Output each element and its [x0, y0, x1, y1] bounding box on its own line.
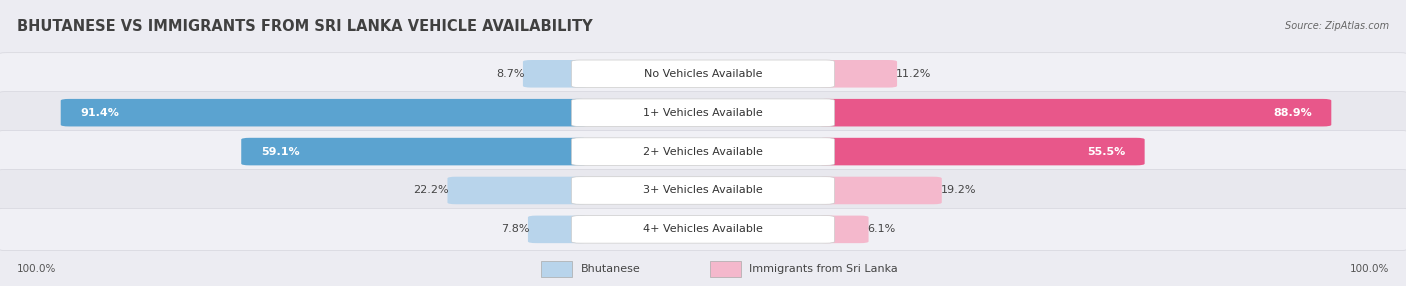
Text: 22.2%: 22.2% — [413, 186, 449, 195]
FancyBboxPatch shape — [0, 169, 1406, 212]
Text: BHUTANESE VS IMMIGRANTS FROM SRI LANKA VEHICLE AVAILABILITY: BHUTANESE VS IMMIGRANTS FROM SRI LANKA V… — [17, 19, 592, 33]
FancyBboxPatch shape — [447, 177, 588, 204]
Text: 19.2%: 19.2% — [941, 186, 976, 195]
Text: Immigrants from Sri Lanka: Immigrants from Sri Lanka — [749, 264, 898, 274]
FancyBboxPatch shape — [571, 60, 834, 88]
Text: Source: ZipAtlas.com: Source: ZipAtlas.com — [1285, 21, 1389, 31]
Text: 55.5%: 55.5% — [1087, 147, 1125, 156]
FancyBboxPatch shape — [818, 138, 1144, 165]
FancyBboxPatch shape — [0, 130, 1406, 173]
Text: 100.0%: 100.0% — [17, 264, 56, 274]
FancyBboxPatch shape — [523, 60, 588, 88]
Text: 88.9%: 88.9% — [1272, 108, 1312, 118]
FancyBboxPatch shape — [60, 99, 588, 126]
FancyBboxPatch shape — [0, 53, 1406, 95]
FancyBboxPatch shape — [818, 99, 1331, 126]
FancyBboxPatch shape — [818, 60, 897, 88]
FancyBboxPatch shape — [242, 138, 588, 165]
Text: 1+ Vehicles Available: 1+ Vehicles Available — [643, 108, 763, 118]
FancyBboxPatch shape — [710, 261, 741, 277]
FancyBboxPatch shape — [541, 261, 572, 277]
Text: 11.2%: 11.2% — [896, 69, 931, 79]
Text: 7.8%: 7.8% — [501, 225, 529, 234]
Text: 3+ Vehicles Available: 3+ Vehicles Available — [643, 186, 763, 195]
Text: 2+ Vehicles Available: 2+ Vehicles Available — [643, 147, 763, 156]
FancyBboxPatch shape — [818, 177, 942, 204]
Text: 91.4%: 91.4% — [80, 108, 120, 118]
FancyBboxPatch shape — [571, 177, 834, 204]
FancyBboxPatch shape — [571, 99, 834, 126]
Text: 8.7%: 8.7% — [496, 69, 524, 79]
Text: No Vehicles Available: No Vehicles Available — [644, 69, 762, 79]
Text: 100.0%: 100.0% — [1350, 264, 1389, 274]
Text: 6.1%: 6.1% — [868, 225, 896, 234]
Text: Bhutanese: Bhutanese — [581, 264, 640, 274]
FancyBboxPatch shape — [0, 92, 1406, 134]
FancyBboxPatch shape — [571, 216, 834, 243]
FancyBboxPatch shape — [527, 216, 588, 243]
FancyBboxPatch shape — [818, 216, 869, 243]
Text: 59.1%: 59.1% — [262, 147, 299, 156]
FancyBboxPatch shape — [0, 208, 1406, 251]
Text: 4+ Vehicles Available: 4+ Vehicles Available — [643, 225, 763, 234]
FancyBboxPatch shape — [571, 138, 834, 165]
